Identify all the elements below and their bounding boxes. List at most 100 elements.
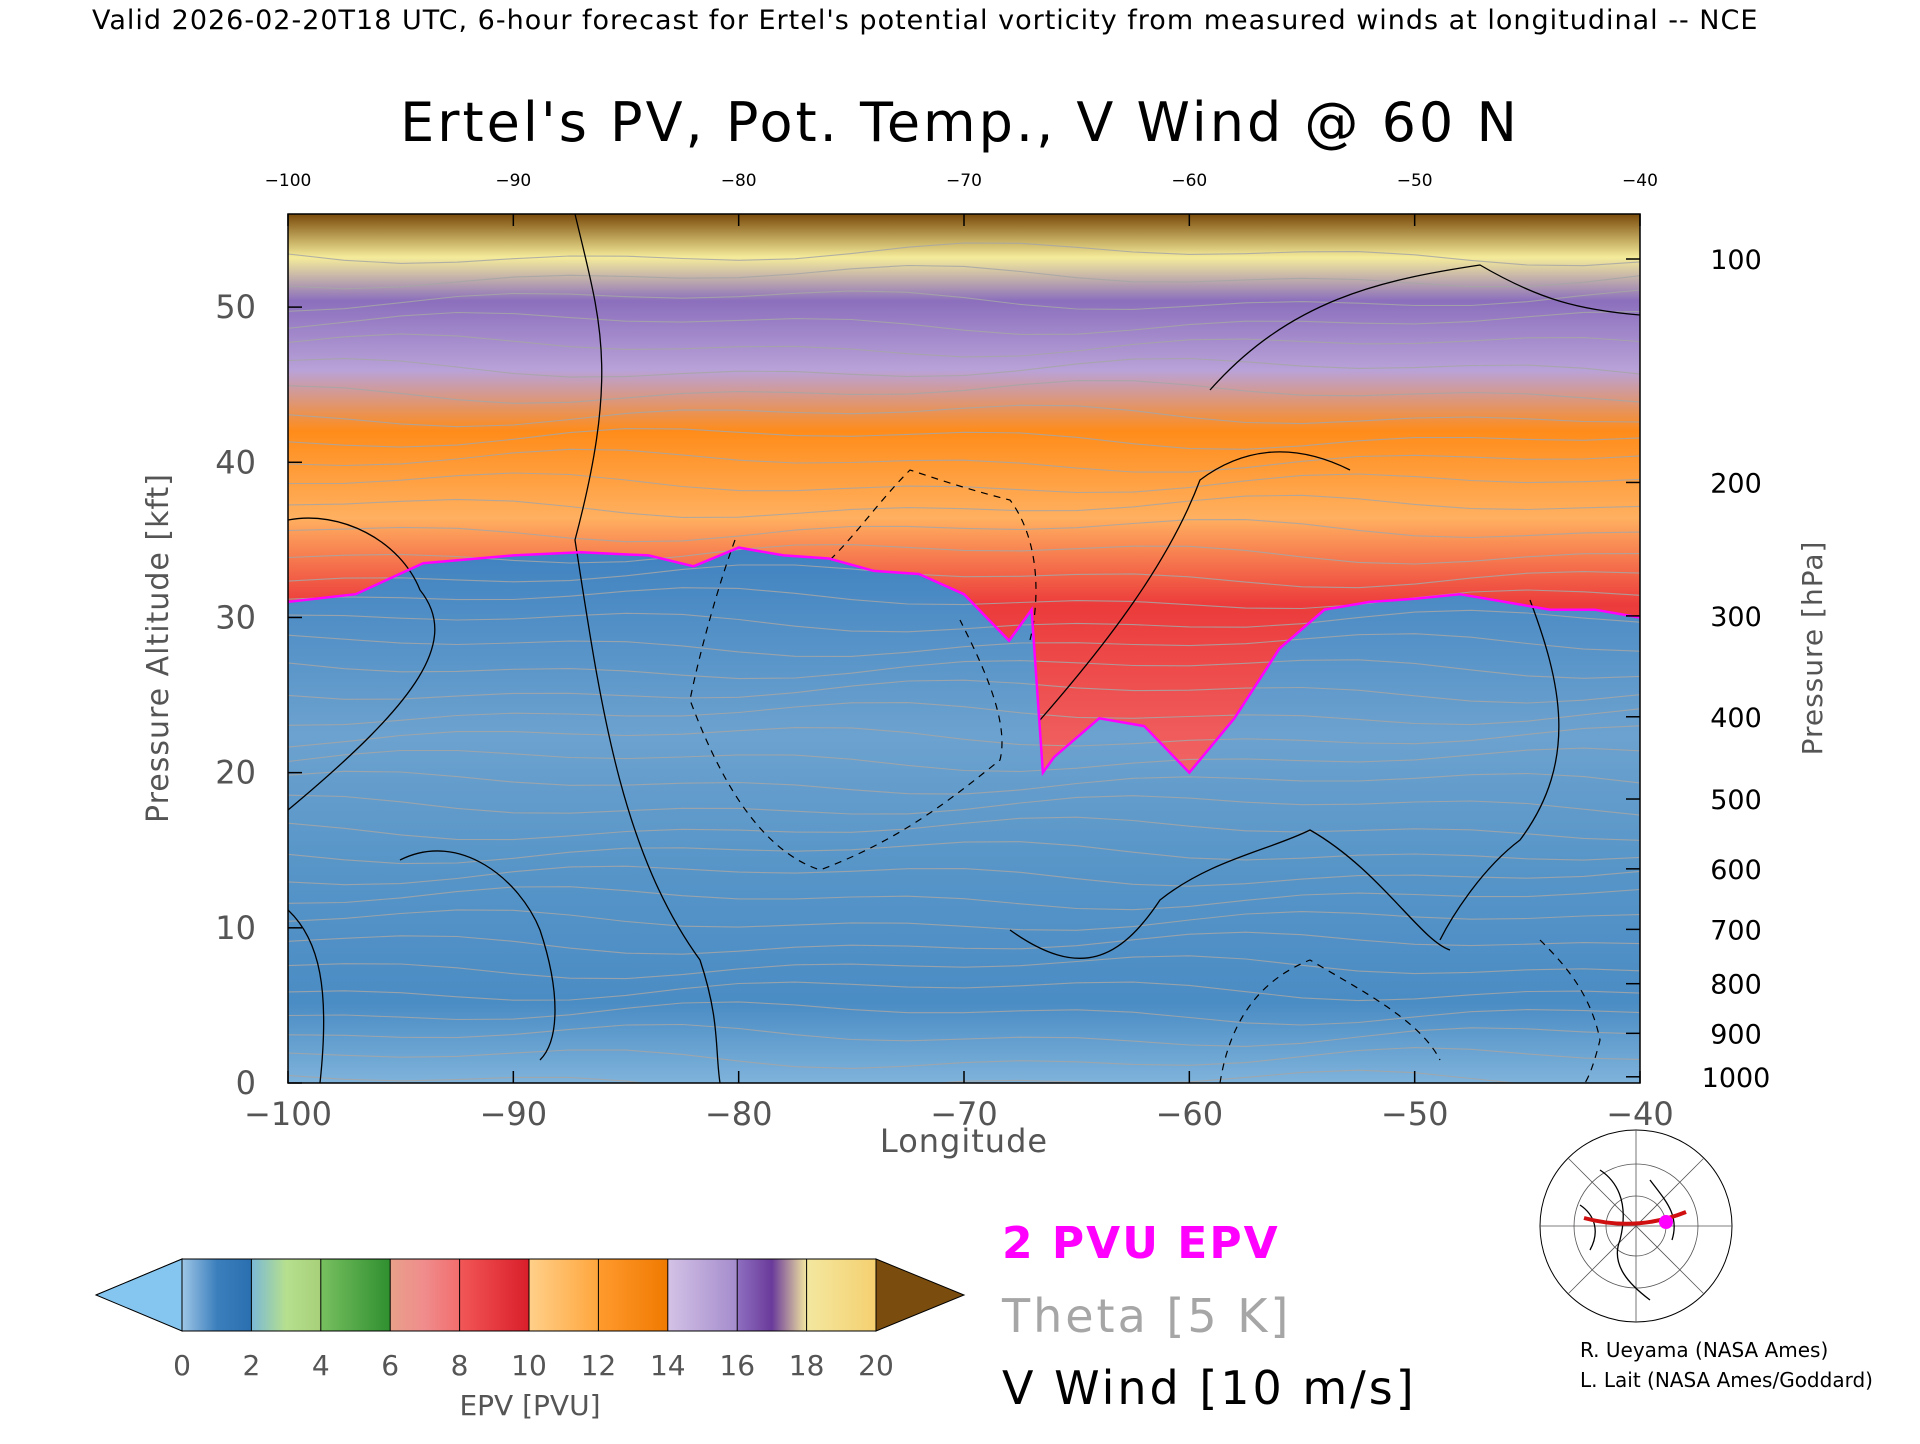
globe-map-icon [1539,1129,1733,1323]
theta-contour [288,264,1640,290]
legend: 2 PVU EPV Theta [5 K] V Wind [10 m/s] [1001,1218,1417,1415]
theta-contour [288,1001,1640,1026]
colorbar-tick-label: 14 [650,1349,686,1382]
x-tick-label: −80 [705,1095,773,1133]
colorbar-tick-label: 20 [858,1349,894,1382]
legend-item-2pvu: 2 PVU EPV [1002,1218,1280,1269]
theta-contour [288,659,1640,680]
x-top-tick-label: −40 [1622,171,1658,191]
theta-contour [288,770,1640,795]
y2-axis-label: Pressure [hPa] [1796,541,1829,756]
v-wind-contour [1209,264,1640,391]
x-top-tick-label: −90 [495,171,531,191]
tropopause-2pvu-line [288,546,1640,777]
y-tick-label: 0 [236,1064,256,1102]
pressure-tick-label: 200 [1710,468,1762,499]
x-tick-label: −60 [1156,1095,1224,1133]
theta-contour [288,380,1640,404]
colorbar-tick-label: 6 [381,1349,399,1382]
theta-contour [288,909,1640,931]
colorbar-ticks: 0 2 4 6 8 10 12 14 16 18 20 [173,1259,894,1382]
theta-contour [288,841,1640,865]
theta-contour [288,1023,1640,1047]
theta-contour [288,633,1640,657]
y-tick-label: 50 [215,288,256,326]
theta-contour [288,289,1640,312]
y-axis-label: Pressure Altitude [kft] [141,473,176,823]
theta-contour [288,886,1640,911]
theta-contour [288,544,1640,565]
pressure-tick-label: 800 [1710,970,1762,1001]
theta-contour [288,816,1640,841]
theta-contour [288,428,1640,450]
v-wind-contour [1439,599,1560,941]
legend-item-vwind: V Wind [10 m/s] [1002,1361,1417,1415]
theta-contour [288,564,1640,589]
theta-contour [288,519,1640,543]
pressure-tick-label: 100 [1710,245,1762,276]
theta-contour [288,955,1640,980]
x-tick-label: −40 [1606,1095,1674,1133]
v-wind-contour [288,909,325,1083]
pressure-tick-label: 300 [1710,602,1762,633]
theta-contour [288,448,1640,473]
v-wind-contour [288,517,436,811]
plot-area [288,214,1640,1083]
theta-contour [288,865,1640,887]
legend-item-theta: Theta [5 K] [1001,1289,1291,1343]
pressure-tick-label: 600 [1710,855,1762,886]
x-tick-label: −70 [930,1095,998,1133]
theta-contour [288,981,1640,1002]
y-tick-label: 30 [215,598,256,636]
colorbar-tick-label: 0 [173,1349,191,1382]
v-wind-contour [399,850,556,1061]
colorbar-tick-label: 4 [312,1349,330,1382]
colorbar-tick-label: 16 [719,1349,755,1382]
colorbar-label: EPV [PVU] [459,1389,600,1422]
theta-contours [288,242,1640,1083]
header-text: Valid 2026-02-20T18 UTC, 6-hour forecast… [92,5,1758,36]
colorbar-tick-label: 10 [511,1349,547,1382]
pressure-tick-label: 500 [1710,785,1762,816]
theta-contour [288,931,1640,955]
y-tick-label: 40 [215,443,256,481]
x-top-tick-label: −100 [265,171,312,191]
x-top-tick-label: −70 [946,171,982,191]
credit-lait: L. Lait (NASA Ames/Goddard) [1580,1368,1873,1392]
theta-contour [288,747,1640,773]
x-top-tick-label: −50 [1397,171,1433,191]
y-tick-label: 10 [215,909,256,947]
v-wind-contours [288,214,1640,1083]
theta-contour [288,1047,1640,1069]
x-axis-label: Longitude [880,1122,1048,1160]
theta-contour [288,702,1640,726]
troposphere-fill [288,547,1640,1083]
theta-contour [288,242,1640,267]
v-wind-contour-negative [1539,939,1601,1083]
pressure-tick-label: 1000 [1702,1063,1771,1094]
theta-contour [288,725,1640,748]
v-wind-contour [1039,451,1351,721]
chart-title: Ertel's PV, Pot. Temp., V Wind @ 60 N [400,91,1520,154]
x-tick-label: −50 [1381,1095,1449,1133]
pressure-tick-label: 900 [1710,1019,1762,1050]
pressure-tick-label: 700 [1710,915,1762,946]
theta-contour [288,494,1640,518]
v-wind-contour-negative [1219,959,1441,1083]
colorbar: 0 2 4 6 8 10 12 14 16 18 20 EPV [PVU] [94,1258,966,1422]
x-tick-label: −100 [244,1095,332,1133]
v-wind-contour [574,214,721,1083]
theta-contour [288,679,1640,704]
x-top-tick-label: −60 [1171,171,1207,191]
theta-contour [288,333,1640,358]
y-tick-label: 20 [215,754,256,792]
pressure-tick-label: 400 [1710,703,1762,734]
theta-contour [288,609,1640,633]
x-tick-label: −90 [480,1095,548,1133]
colorbar-tick-label: 2 [242,1349,260,1382]
theta-contour [288,472,1640,494]
colorbar-tick-label: 12 [581,1349,617,1382]
theta-contour [288,794,1640,816]
